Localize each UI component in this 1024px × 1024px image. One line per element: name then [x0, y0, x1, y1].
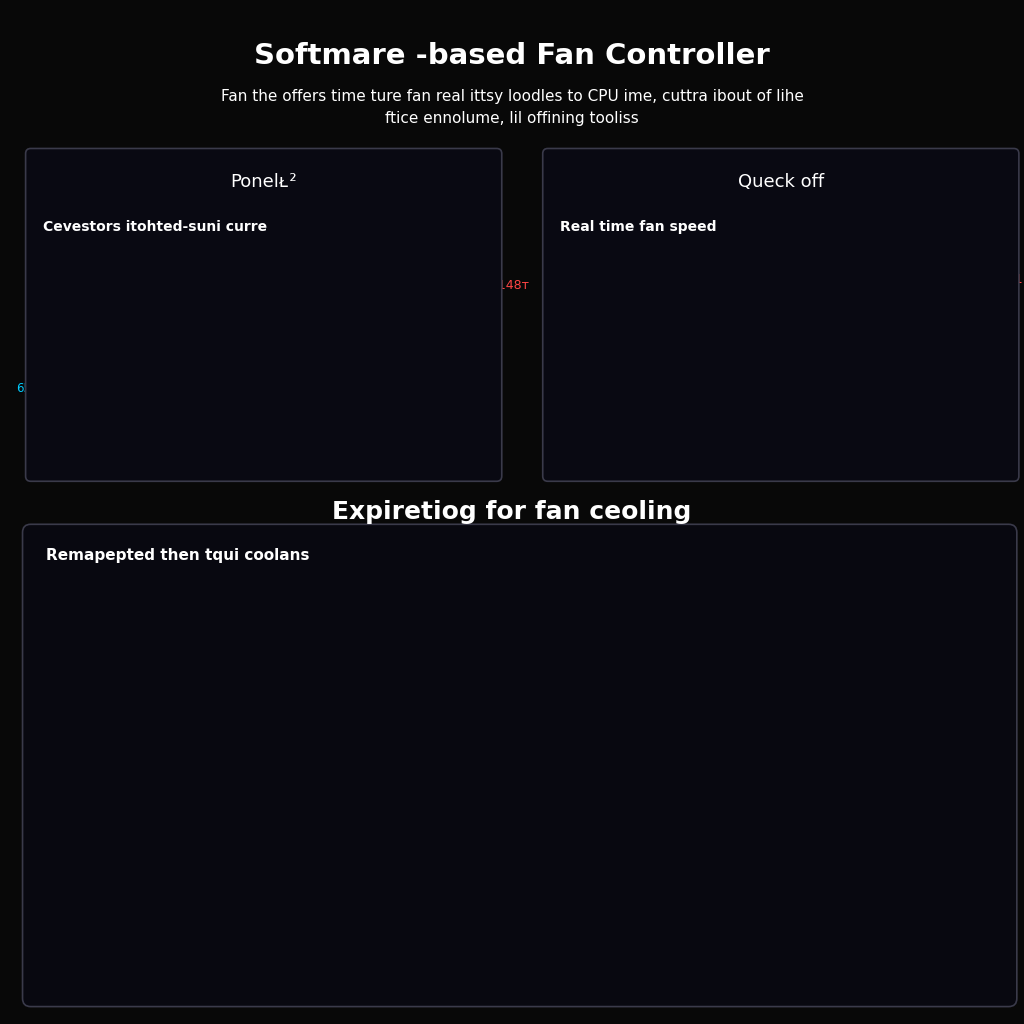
X-axis label: For (mn): For (mn)	[270, 982, 324, 994]
Text: 8.1: 8.1	[318, 612, 359, 644]
Text: Ponelᴌ²: Ponelᴌ²	[230, 173, 297, 191]
Text: 65450: 65450	[15, 382, 53, 394]
Text: wm1: wm1	[122, 903, 145, 912]
Text: 90: 90	[530, 613, 546, 626]
Text: 0.8ᴍ: 0.8ᴍ	[970, 440, 999, 454]
Text: Real time fan speed: Real time fan speed	[560, 220, 717, 234]
Text: 40W: 40W	[556, 390, 582, 402]
Text: Remapepted then tqui coolans: Remapepted then tqui coolans	[46, 548, 309, 562]
Text: Fan the offers time ture fan real ittsy loodles to CPU ime, cuttra ibout of lihe: Fan the offers time ture fan real ittsy …	[220, 89, 804, 126]
Text: 1.148ᴛ: 1.148ᴛ	[486, 280, 529, 292]
Text: 6 FA: 6 FA	[456, 442, 482, 456]
Text: Queck off: Queck off	[737, 173, 824, 191]
Text: Softmare -based Fan Controller: Softmare -based Fan Controller	[254, 42, 770, 71]
Text: 231 ᵞk: 231 ᵞk	[999, 273, 1024, 286]
Text: Cevestors itohted-suni curre: Cevestors itohted-suni curre	[43, 220, 267, 234]
Text: 5.5: 5.5	[971, 918, 990, 931]
Text: flair amoboe: flair amoboe	[39, 749, 49, 818]
Text: 44.0: 44.0	[971, 894, 998, 907]
Text: 1 snoof: 1 snoof	[437, 925, 483, 937]
Text: Expiretiog for fan ceoling: Expiretiog for fan ceoling	[333, 500, 691, 524]
